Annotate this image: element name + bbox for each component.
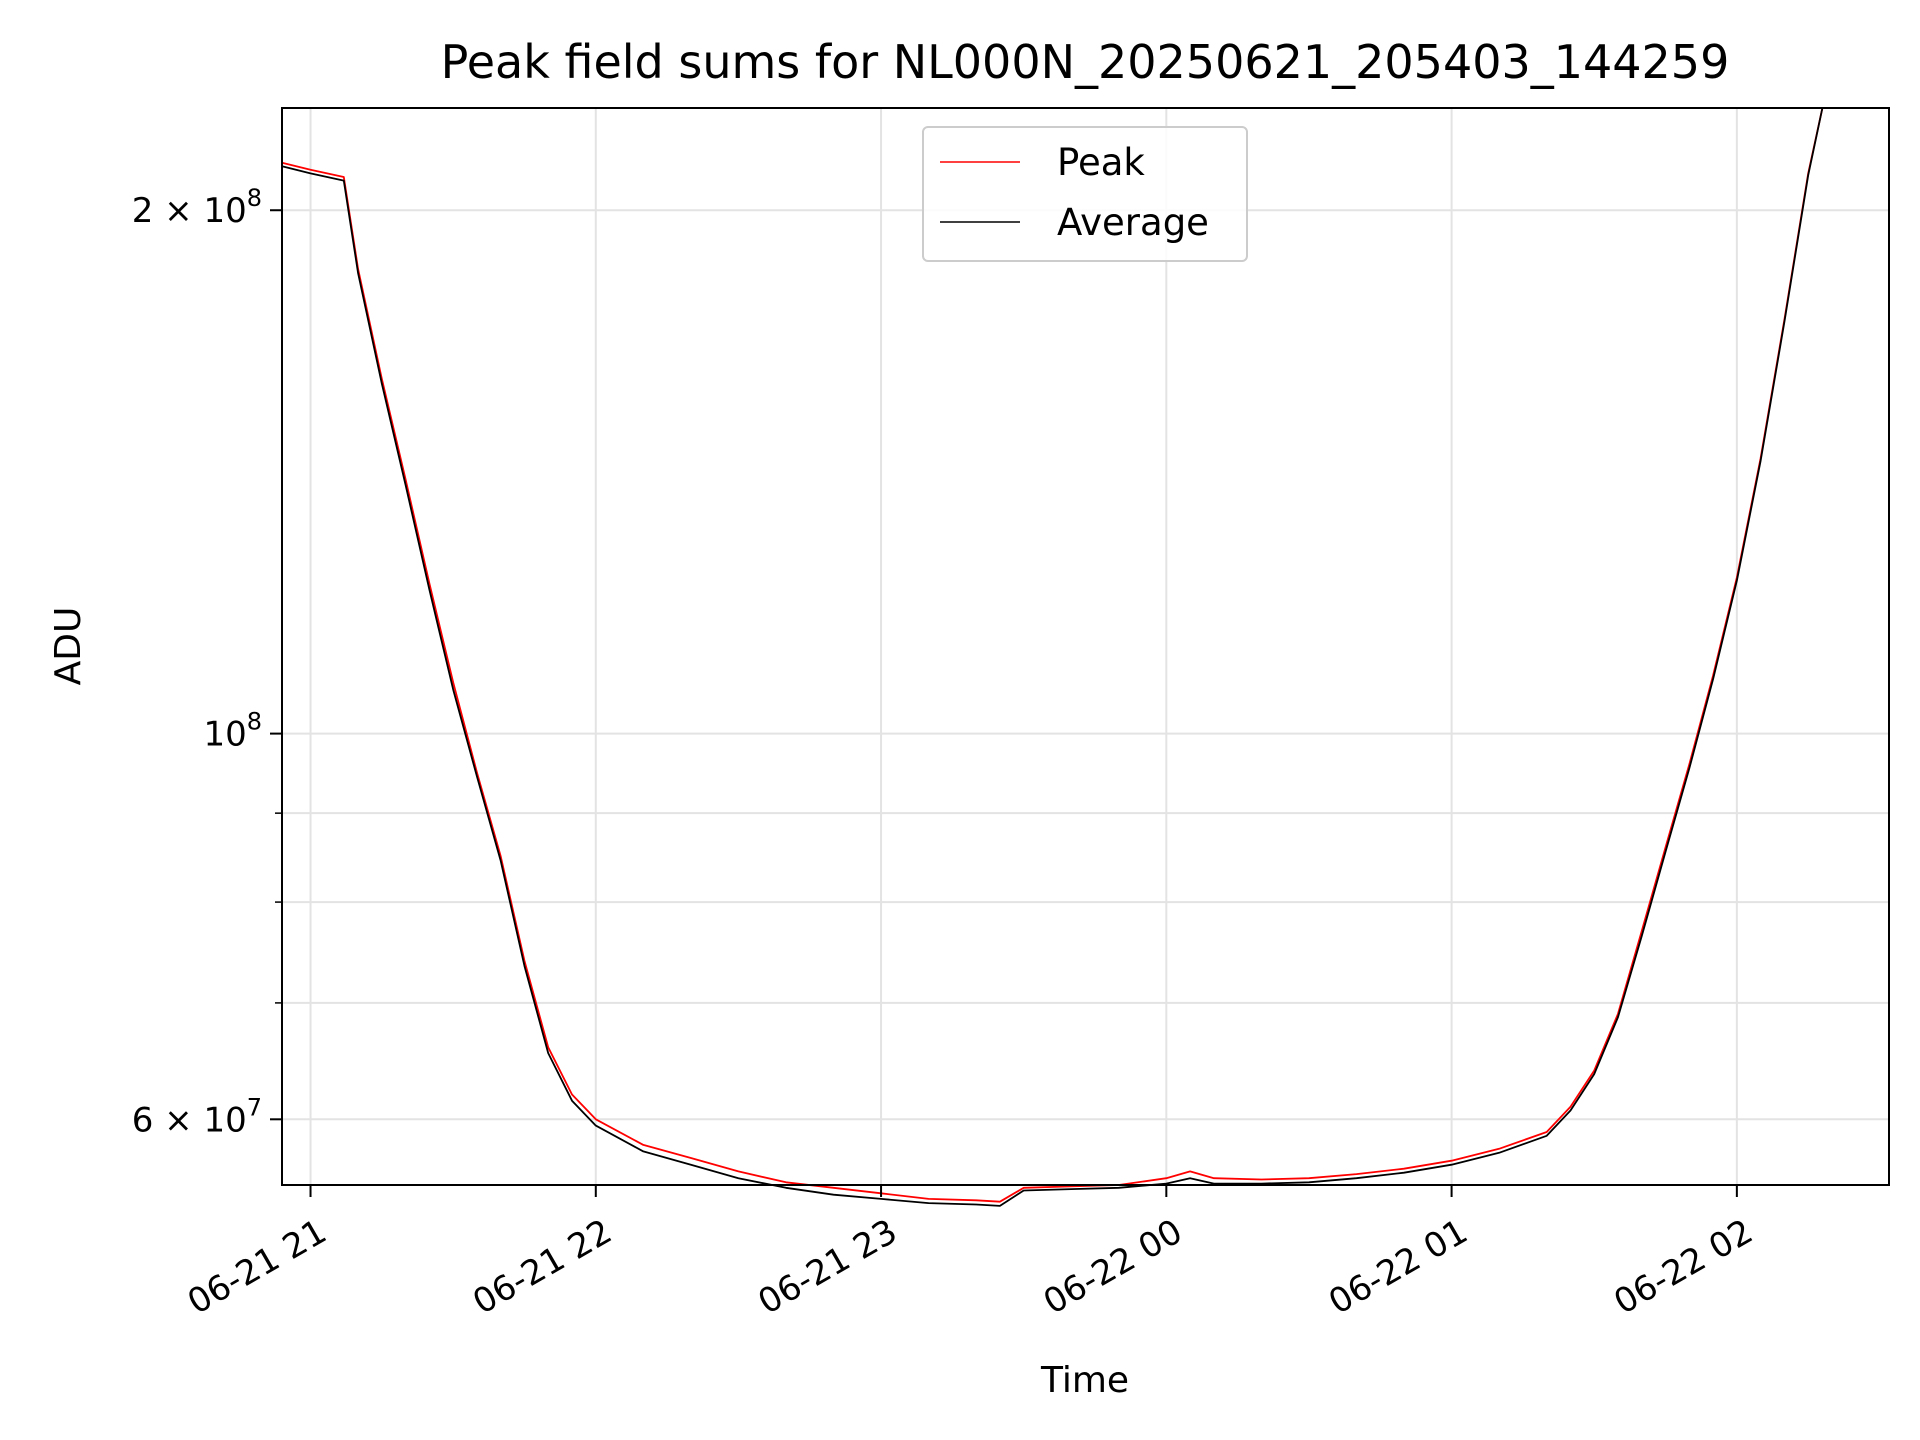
plot-frame xyxy=(281,107,1890,1186)
y-tick-label: 2 × 108 xyxy=(132,184,262,231)
series-lines xyxy=(281,107,1824,1207)
x-tick-label: 06-21 22 xyxy=(466,1212,618,1323)
x-axis: 06-21 21 06-21 22 06-21 23 06-22 00 06-22 01… xyxy=(181,1185,1760,1323)
x-tick-label: 06-21 21 xyxy=(181,1212,333,1323)
legend: Peak Average xyxy=(922,126,1248,262)
x-tick-label: 06-21 23 xyxy=(752,1212,904,1323)
x-axis-label: Time xyxy=(1040,1360,1129,1401)
y-tick-label: 108 xyxy=(203,708,262,755)
legend-label-average: Average xyxy=(1057,201,1209,244)
y-axis-label: ADU xyxy=(48,607,89,686)
series-line-average xyxy=(281,107,1824,1207)
grid xyxy=(282,108,1889,1185)
legend-frame xyxy=(922,126,1248,262)
y-tick-label: 6 × 107 xyxy=(132,1093,262,1140)
x-tick-label: 06-22 01 xyxy=(1322,1212,1474,1323)
x-tick-label: 06-22 02 xyxy=(1607,1212,1759,1323)
series-line-peak xyxy=(281,107,1824,1203)
y-axis: 6 × 107 108 2 × 108 xyxy=(132,184,282,1140)
x-tick-label: 06-22 00 xyxy=(1037,1212,1189,1323)
legend-label-peak: Peak xyxy=(1057,141,1145,184)
chart-title: Peak field sums for NL000N_20250621_2054… xyxy=(441,35,1730,89)
